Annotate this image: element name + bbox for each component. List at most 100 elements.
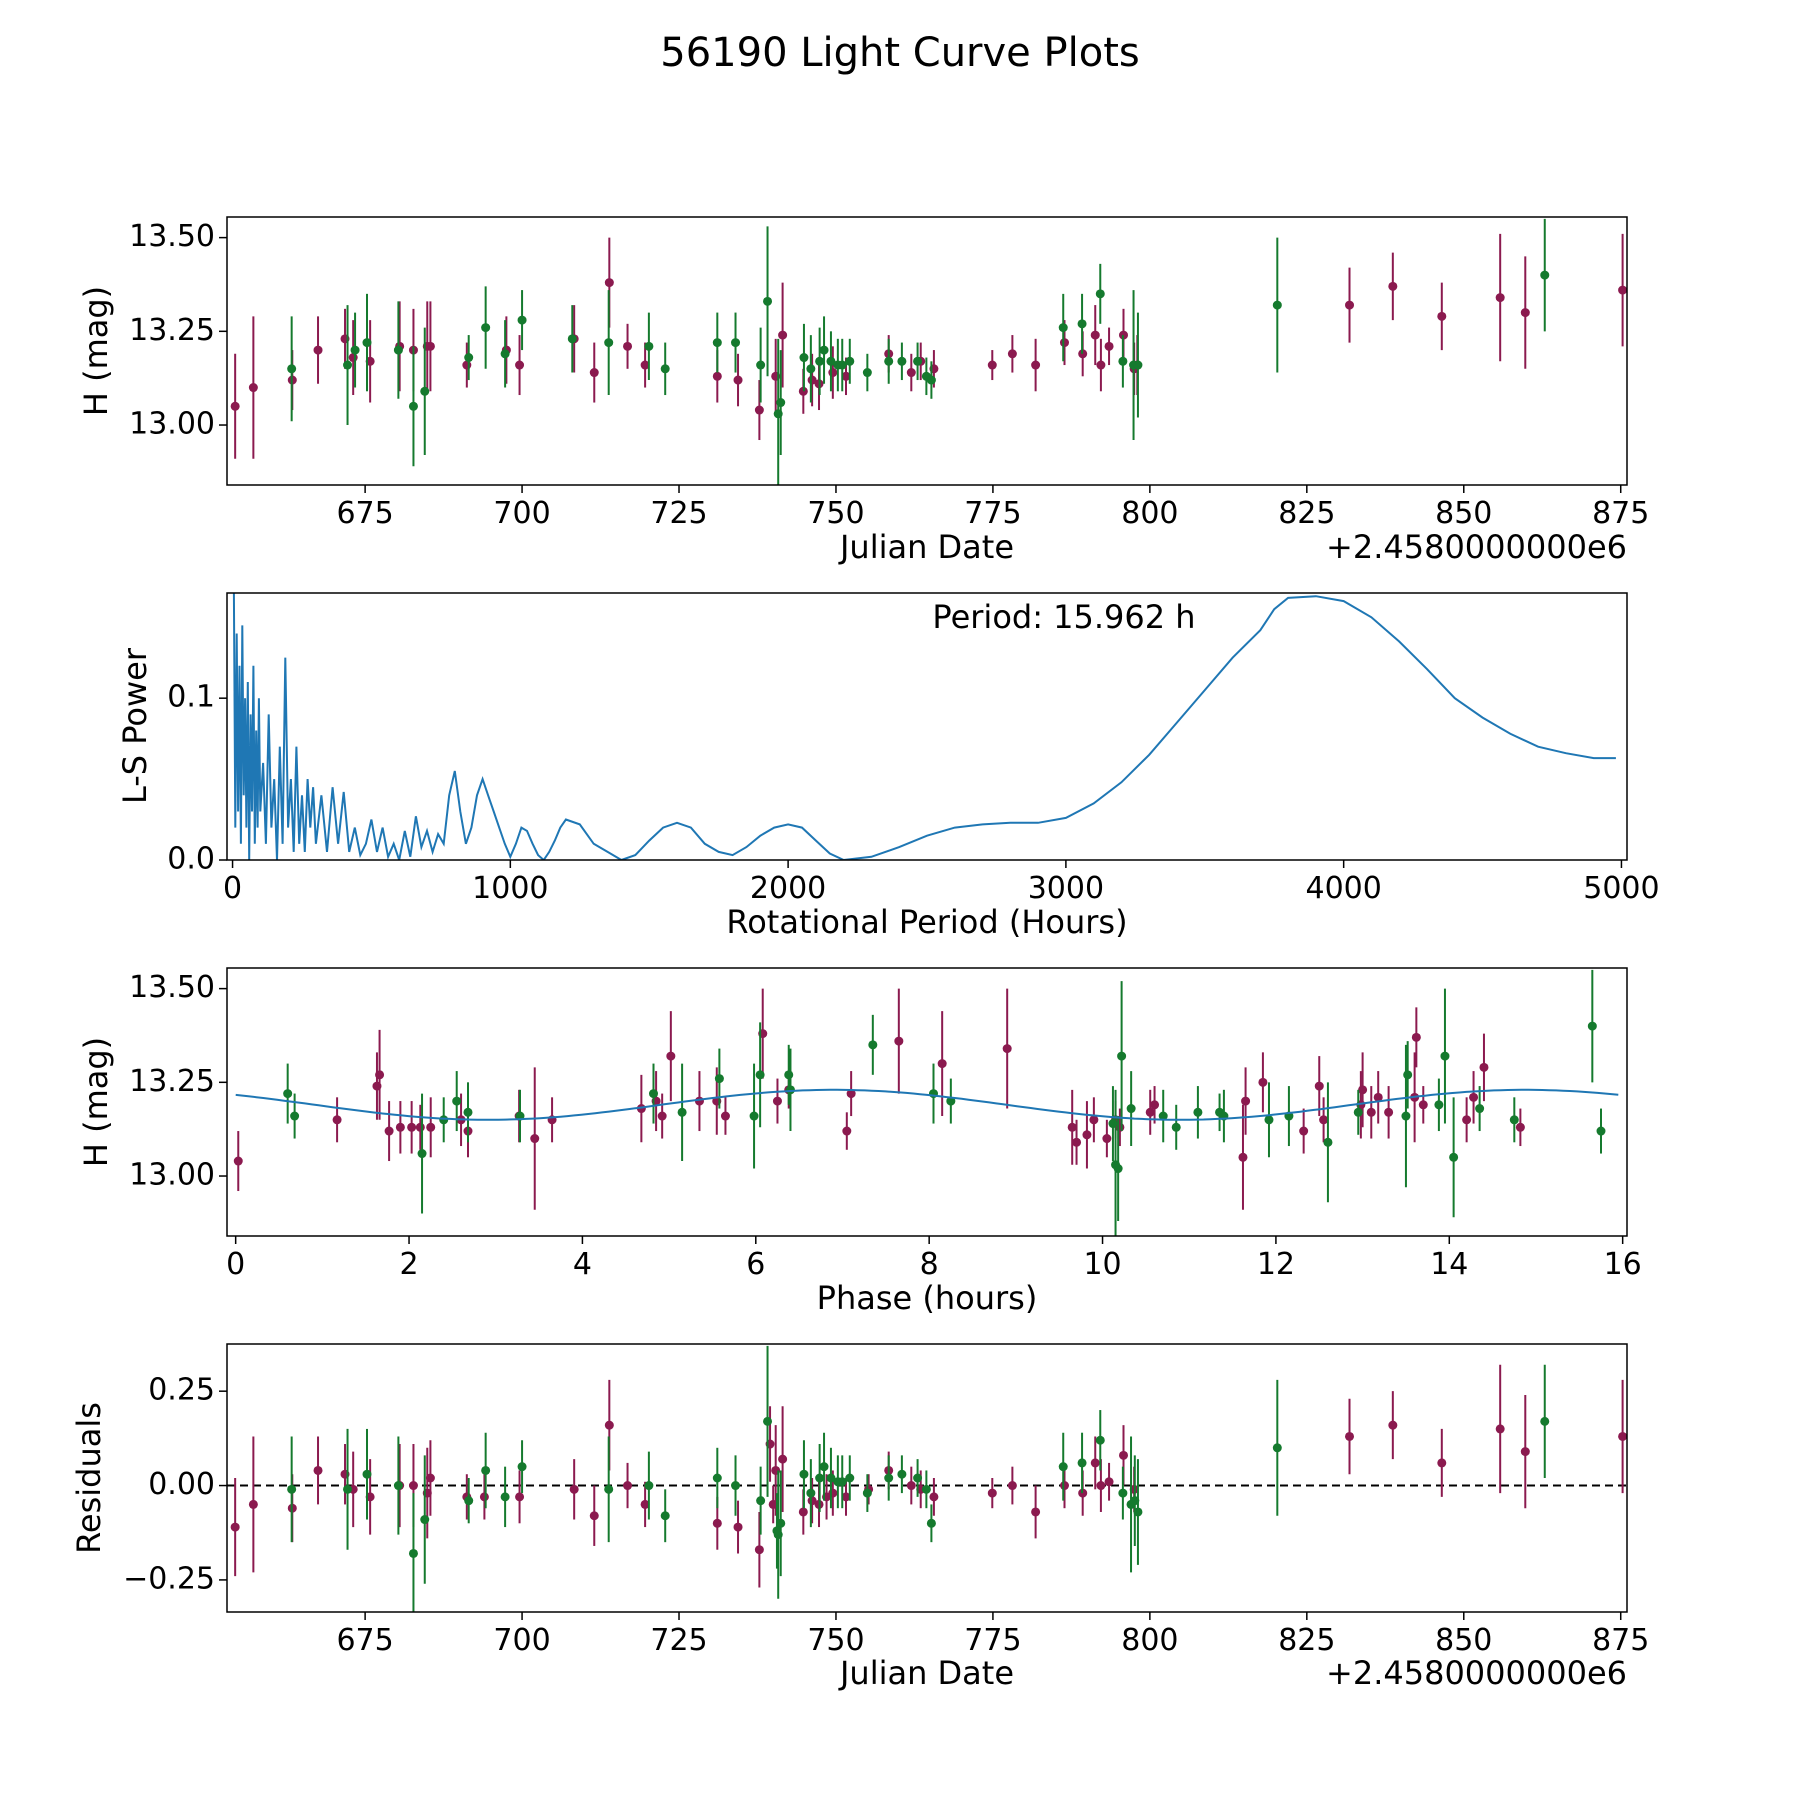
light-curve-point-green xyxy=(408,401,418,411)
phase-folded-point-green xyxy=(1158,1111,1168,1121)
light-curve-point-purple xyxy=(841,371,851,381)
phase-folded-point-purple xyxy=(1299,1126,1309,1136)
periodogram-xlabel: Rotational Period (Hours) xyxy=(726,903,1127,941)
phase-folded-point-purple xyxy=(842,1126,852,1136)
phase-folded-point-purple xyxy=(657,1111,667,1121)
residuals-point-purple xyxy=(408,1481,418,1491)
light-curve-point-purple xyxy=(778,330,788,340)
phase-folded-point-purple xyxy=(1418,1100,1428,1110)
phase-folded-xlabel: Phase (hours) xyxy=(817,1279,1038,1317)
light-curve-point-green xyxy=(897,356,907,366)
residuals-point-purple xyxy=(623,1481,633,1491)
phase-folded-point-green xyxy=(1596,1126,1606,1136)
residuals-point-purple xyxy=(479,1492,489,1502)
light-curve-point-purple xyxy=(425,341,435,351)
light-curve-point-green xyxy=(776,398,786,408)
light-curve-point-purple xyxy=(515,360,525,370)
periodogram-frame xyxy=(226,592,1628,861)
light-curve-xtick-label: 875 xyxy=(1592,496,1649,531)
phase-folded-point-green xyxy=(1117,1051,1127,1061)
phase-folded-point-purple xyxy=(530,1134,540,1144)
periodogram-xtick-label: 3000 xyxy=(1028,871,1104,906)
residuals-point-purple xyxy=(1388,1420,1398,1430)
residuals-point-green xyxy=(464,1496,474,1506)
residuals-point-green xyxy=(926,1518,936,1528)
light-curve-point-purple xyxy=(1007,349,1017,359)
residuals-ytick-label: −0.25 xyxy=(123,1561,215,1596)
phase-folded-point-green xyxy=(1434,1100,1444,1110)
phase-folded-point-purple xyxy=(1082,1130,1092,1140)
phase-folded-point-green xyxy=(749,1111,759,1121)
light-curve-point-purple xyxy=(1520,308,1530,318)
residuals-point-purple xyxy=(987,1488,997,1498)
light-curve-point-green xyxy=(1095,289,1105,299)
residuals-point-purple xyxy=(841,1492,851,1502)
light-curve-offset-label: +2.4580000000e6 xyxy=(1326,528,1627,566)
residuals-point-green xyxy=(1095,1435,1105,1445)
phase-folded-ylabel: H (mag) xyxy=(77,1037,115,1167)
phase-folded-point-green xyxy=(1353,1107,1363,1117)
residuals-point-purple xyxy=(1096,1481,1106,1491)
residuals-point-purple xyxy=(1104,1477,1114,1487)
light-curve-point-green xyxy=(350,345,360,355)
residuals-point-purple xyxy=(515,1492,525,1502)
periodogram-plot: 0 1000 2000 3000 4000 5000 0.0 0.1 Period: 15.9… xyxy=(116,592,1660,941)
phase-folded-point-purple xyxy=(1258,1077,1268,1087)
residuals-point-green xyxy=(1540,1416,1550,1426)
light-curve-frame xyxy=(226,216,1628,486)
residuals-point-green xyxy=(1272,1443,1282,1453)
light-curve-point-purple xyxy=(1345,300,1355,310)
light-curve-point-purple xyxy=(589,368,599,378)
light-curve-point-green xyxy=(913,356,923,366)
residuals-point-green xyxy=(500,1492,510,1502)
residuals-point-green xyxy=(837,1477,847,1487)
residuals-ytick-label: 0.00 xyxy=(148,1467,215,1502)
light-curve-point-purple xyxy=(623,341,633,351)
light-curve-ytick-label: 13.25 xyxy=(129,313,215,348)
residuals-point-green xyxy=(481,1465,491,1475)
periodogram-line xyxy=(232,593,1616,860)
light-curve-point-green xyxy=(464,353,474,363)
phase-folded-point-green xyxy=(290,1111,300,1121)
light-curve-ylabel: H (mag) xyxy=(77,286,115,416)
phase-folded-point-purple xyxy=(233,1156,243,1166)
phase-folded-point-purple xyxy=(694,1096,704,1106)
phase-folded-point-purple xyxy=(937,1059,947,1069)
residuals-point-green xyxy=(772,1526,782,1536)
phase-folded-point-purple xyxy=(1067,1122,1077,1132)
phase-folded-xtick-label: 6 xyxy=(746,1247,765,1282)
residuals-point-purple xyxy=(313,1465,323,1475)
phase-folded-plot: 0 2 4 6 8 10 12 14 16 13.00 13.25 13.50 Phase (hour… xyxy=(77,967,1642,1317)
residuals-point-purple xyxy=(754,1545,764,1555)
periodogram-xtick-label: 4000 xyxy=(1305,871,1381,906)
residuals-point-purple xyxy=(1495,1424,1505,1434)
periodogram-xtick-label: 0 xyxy=(223,871,242,906)
residuals-point-green xyxy=(1058,1462,1068,1472)
phase-folded-point-green xyxy=(283,1089,293,1099)
phase-folded-xtick-label: 16 xyxy=(1604,1247,1642,1282)
residuals-point-purple xyxy=(1345,1431,1355,1441)
phase-folded-data xyxy=(233,969,1619,1236)
phase-folded-point-purple xyxy=(1089,1115,1099,1125)
phase-folded-point-purple xyxy=(772,1096,782,1106)
light-curve-point-green xyxy=(819,345,829,355)
phase-folded-point-purple xyxy=(1319,1115,1329,1125)
phase-folded-point-purple xyxy=(1314,1081,1324,1091)
phase-folded-point-purple xyxy=(1358,1085,1368,1095)
phase-folded-point-green xyxy=(1401,1111,1411,1121)
phase-folded-point-green xyxy=(1193,1107,1203,1117)
residuals-point-green xyxy=(408,1548,418,1558)
phase-folded-point-green xyxy=(1449,1152,1459,1162)
residuals-ytick-label: 0.25 xyxy=(148,1373,215,1408)
light-curve-point-green xyxy=(517,315,527,325)
light-curve-data xyxy=(230,218,1627,485)
light-curve-point-purple xyxy=(640,360,650,370)
residuals-point-purple xyxy=(712,1518,722,1528)
phase-folded-point-purple xyxy=(1384,1107,1394,1117)
residuals-data xyxy=(227,1345,1627,1612)
phase-model-curve xyxy=(235,1088,1619,1121)
light-curve-point-purple xyxy=(230,401,240,411)
phase-folded-axes: 0 2 4 6 8 10 12 14 16 13.00 13.25 13.50 xyxy=(129,970,1642,1282)
residuals-xtick-label: 750 xyxy=(807,1623,864,1658)
